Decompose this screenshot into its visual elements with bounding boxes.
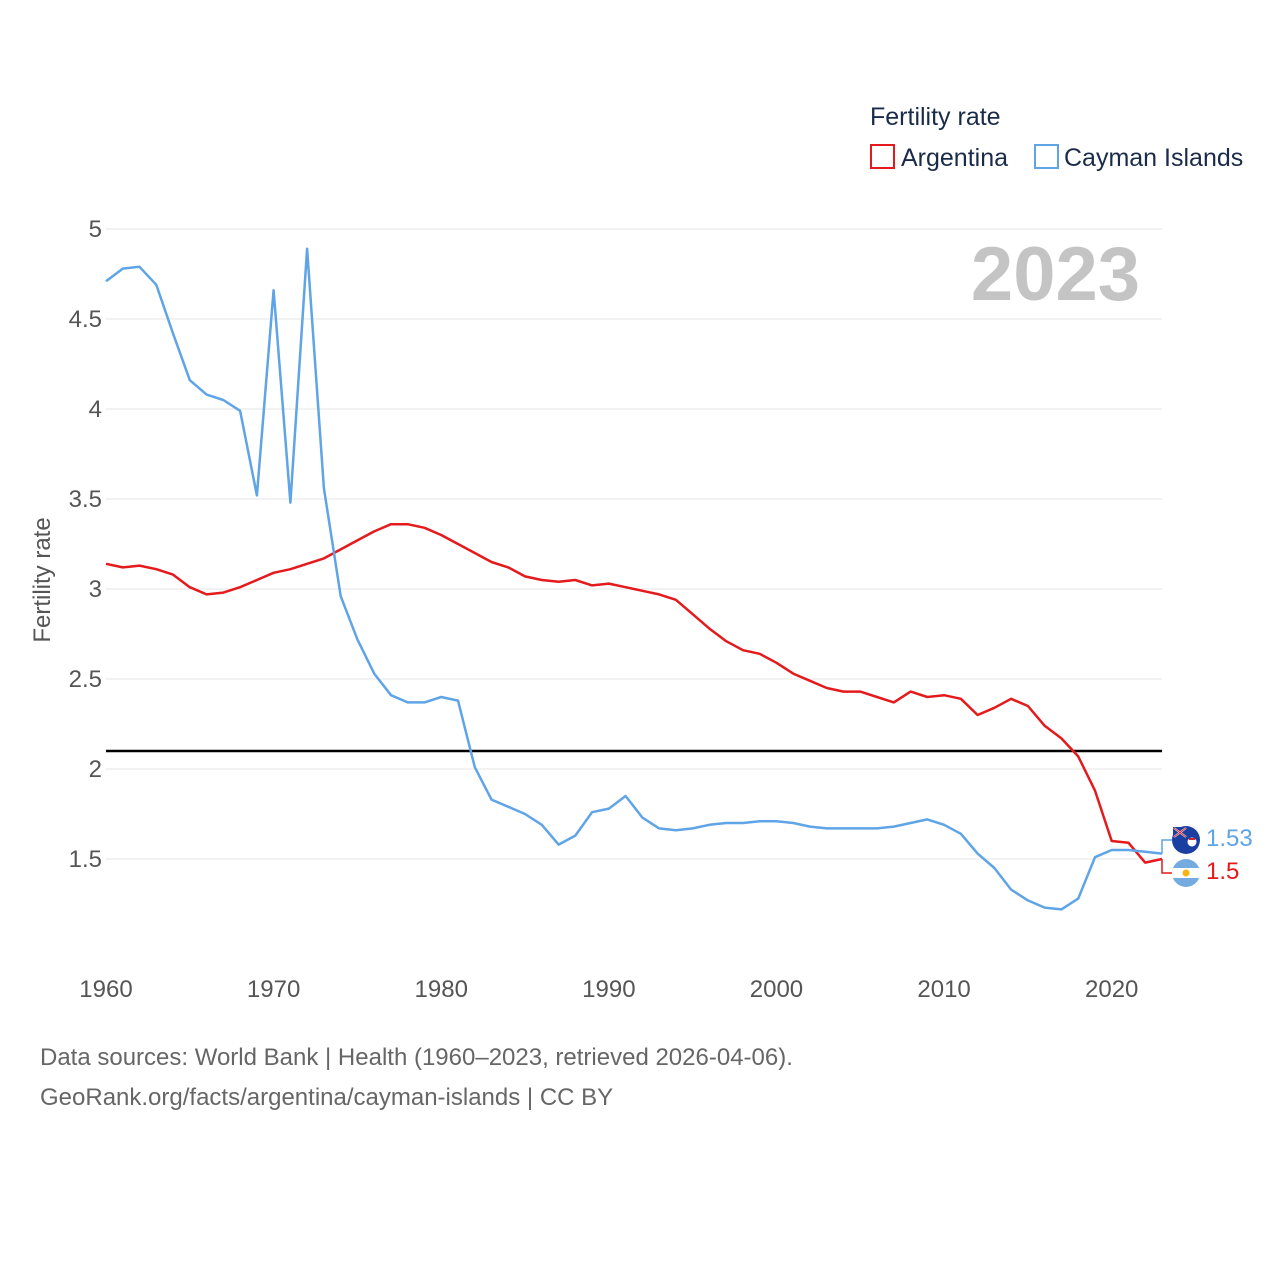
series-line-cayman-islands — [105, 247, 1163, 911]
legend-label-argentina[interactable]: Argentina — [901, 144, 1008, 172]
x-tick-label: 1980 — [415, 976, 468, 1003]
legend: Fertility rate Argentina Cayman Islands — [870, 103, 1243, 172]
y-tick-label: 3 — [89, 576, 102, 603]
y-axis-ticks: 1.5 2 2.5 3 3.5 4 4.5 5 — [69, 216, 102, 873]
series-line-argentina — [105, 522, 1163, 864]
y-tick-label: 2.5 — [69, 666, 102, 693]
x-axis-ticks: 1960 1970 1980 1990 2000 2010 2020 — [79, 976, 1138, 1003]
x-tick-label: 1970 — [247, 976, 300, 1003]
x-tick-label: 2000 — [750, 976, 803, 1003]
y-axis-title: Fertility rate — [29, 517, 56, 642]
y-tick-label: 5 — [89, 216, 102, 243]
gridlines — [106, 228, 1162, 860]
legend-title: Fertility rate — [870, 103, 1001, 131]
source-note: Data sources: World Bank | Health (1960–… — [40, 1044, 793, 1071]
legend-swatch-argentina[interactable] — [870, 144, 895, 169]
source-link[interactable]: GeoRank.org/facts/argentina/cayman-islan… — [40, 1084, 614, 1111]
x-tick-label: 1960 — [79, 976, 132, 1003]
year-label: 2023 — [971, 232, 1140, 317]
y-tick-label: 4 — [89, 396, 102, 423]
end-value-cayman-islands: 1.53 — [1206, 825, 1253, 852]
argentina-flag-icon — [1172, 859, 1200, 887]
cayman-islands-flag-icon — [1172, 826, 1200, 854]
y-tick-label: 2 — [89, 756, 102, 783]
legend-swatch-cayman-islands[interactable] — [1034, 144, 1059, 169]
connector-argentina — [1161, 859, 1172, 874]
y-tick-label: 4.5 — [69, 306, 102, 333]
y-tick-label: 3.5 — [69, 486, 102, 513]
x-tick-label: 2020 — [1085, 976, 1138, 1003]
end-value-argentina: 1.5 — [1206, 858, 1239, 885]
connector-cayman-islands — [1161, 839, 1172, 854]
end-markers: 1.53 1.5 — [1161, 825, 1253, 887]
legend-label-cayman-islands[interactable]: Cayman Islands — [1064, 144, 1243, 172]
x-tick-label: 1990 — [582, 976, 635, 1003]
y-tick-label: 1.5 — [69, 846, 102, 873]
x-tick-label: 2010 — [917, 976, 970, 1003]
